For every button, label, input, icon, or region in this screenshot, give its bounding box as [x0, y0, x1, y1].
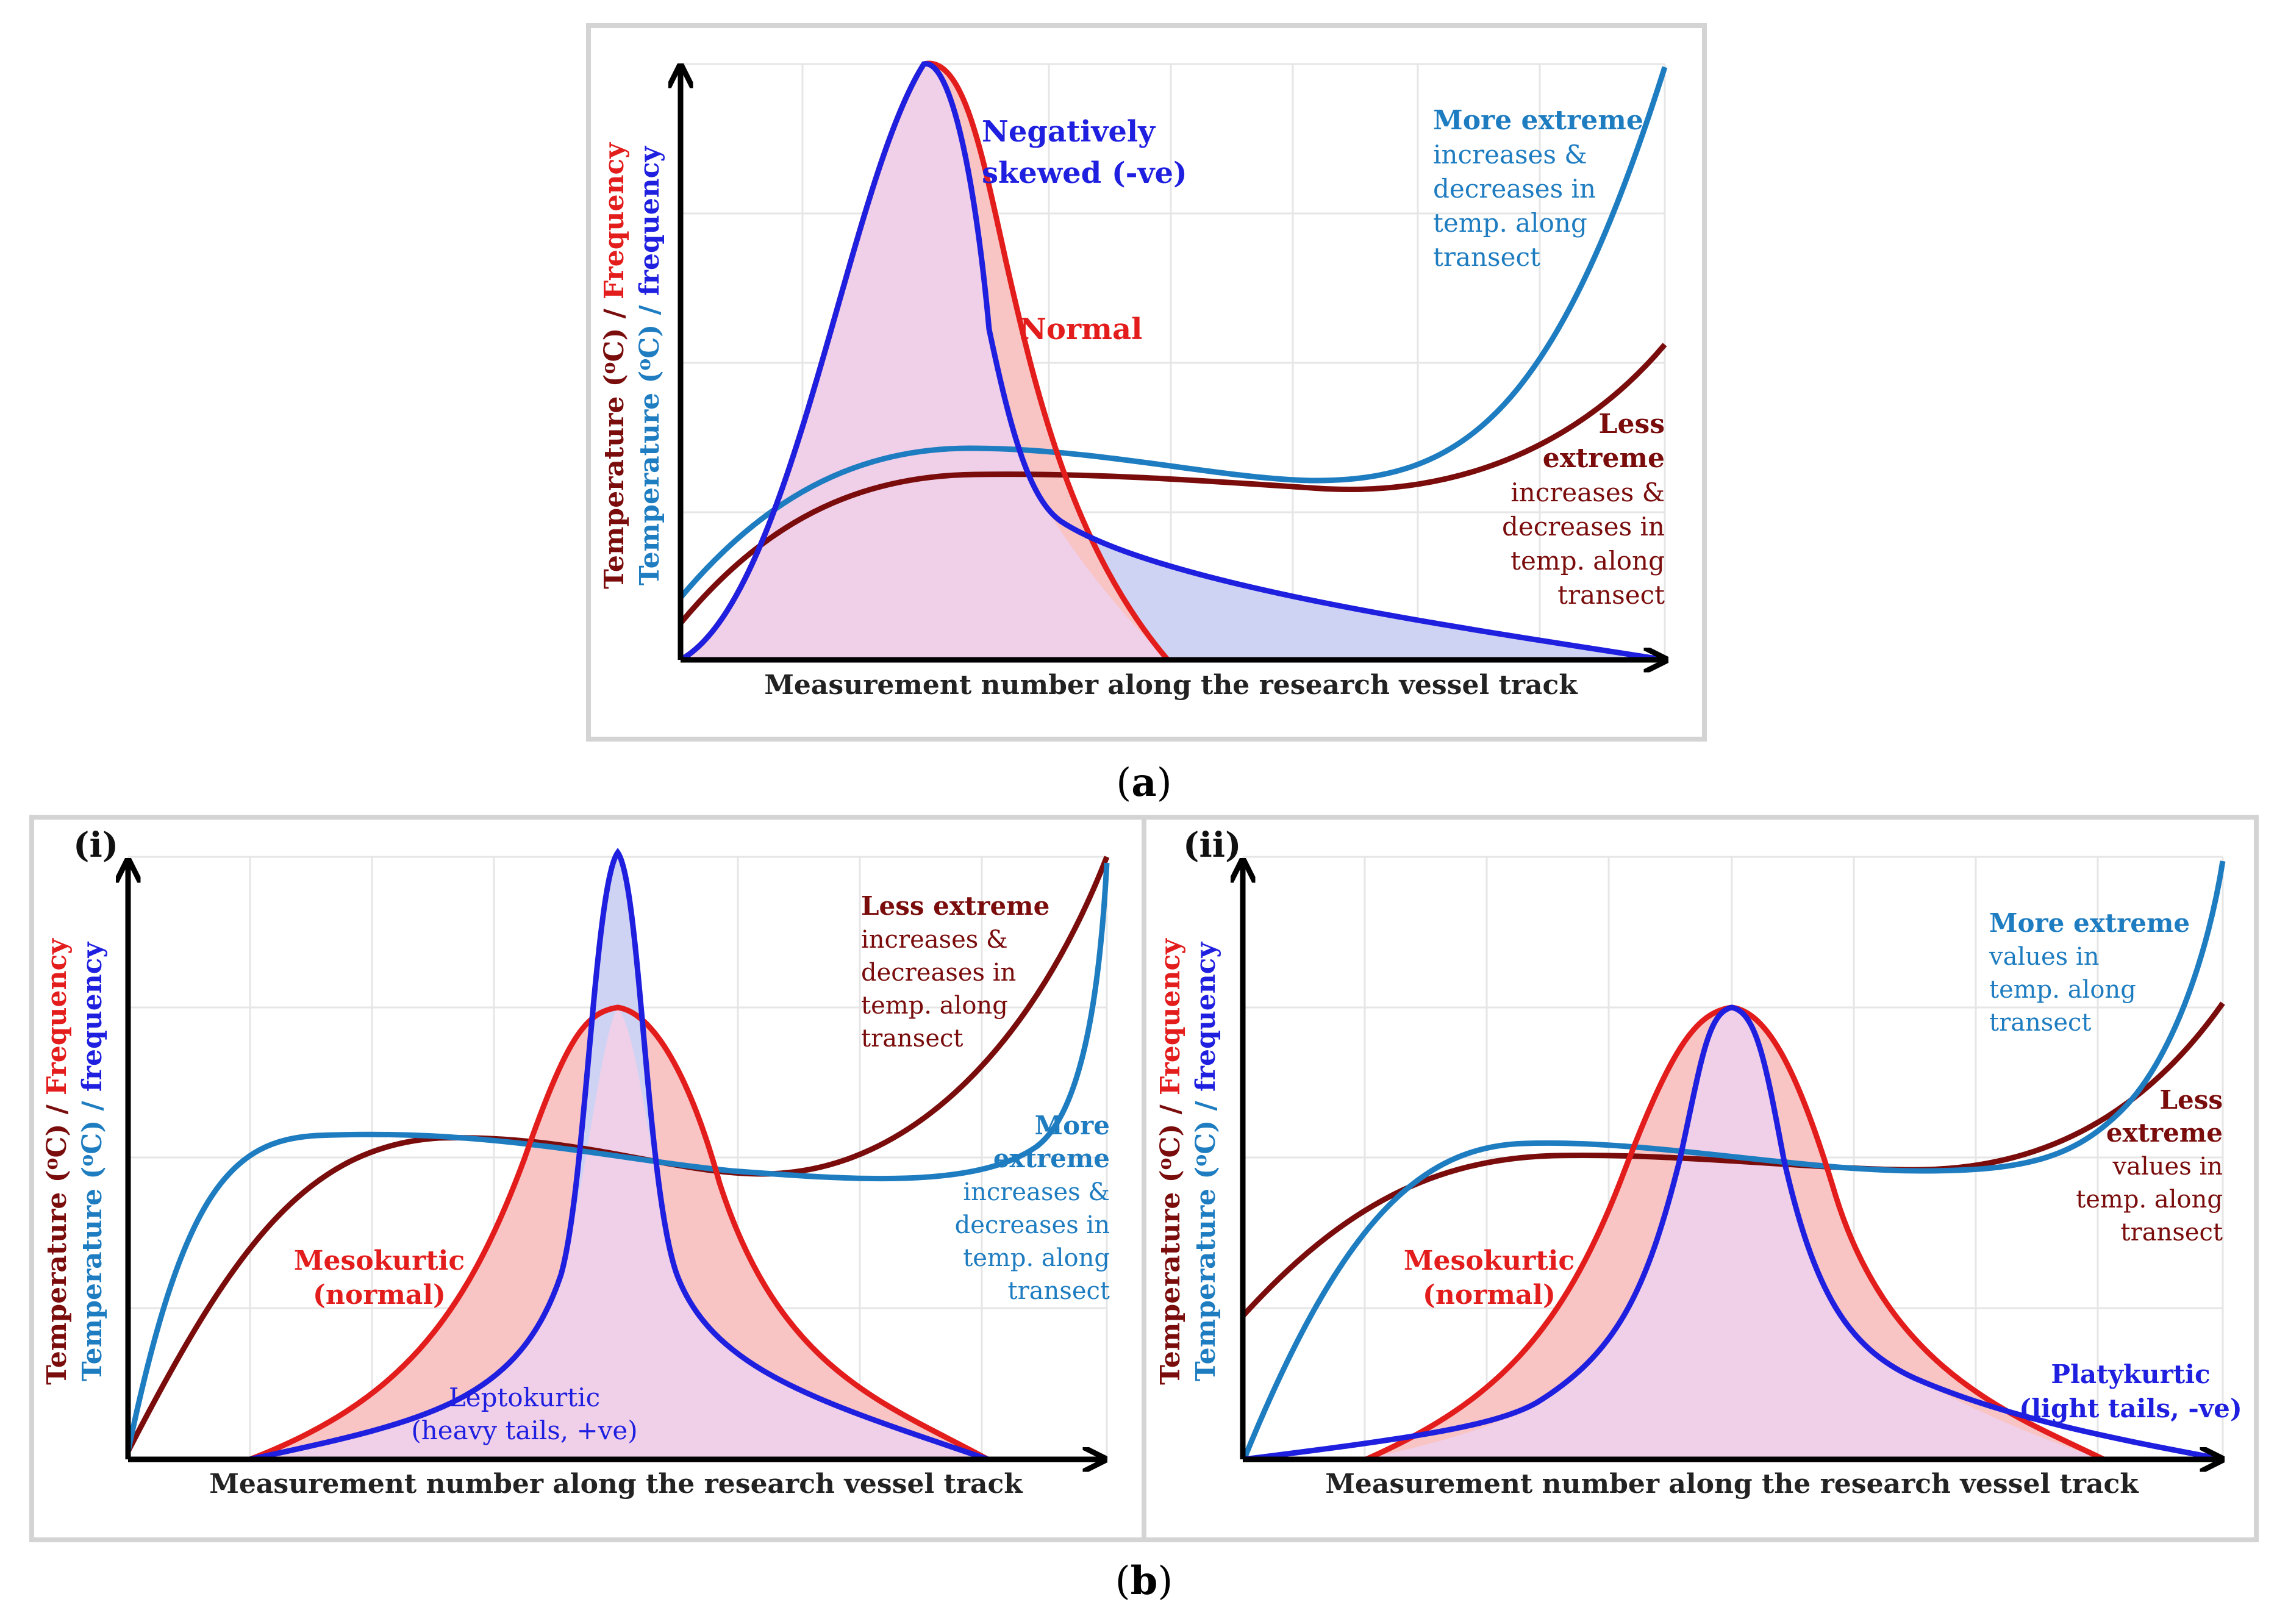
- panel-b-i-less-l4: transect: [861, 1025, 963, 1053]
- panel-b-ii-ylabel-1: Temperature (oC) / Frequency: [1154, 938, 1186, 1385]
- panel-b-i-ylabel-1: Temperature (oC) / Frequency: [41, 938, 73, 1385]
- panel-b-ii-less-title1: Less: [2159, 1085, 2223, 1115]
- panel-a-less-l1: increases &: [1510, 478, 1665, 507]
- panel-b-i-more-title1: More: [1035, 1111, 1110, 1140]
- caption-a: (a): [1116, 760, 1171, 806]
- panel-b-ii-platy-curve: [1243, 1004, 2223, 1462]
- panel-a-ylabel-2: Temperature (oC) / frequency: [634, 146, 665, 586]
- panel-b-i-more-l3: temp. along: [963, 1244, 1110, 1272]
- panel-a-less-title2: extreme: [1543, 443, 1665, 474]
- panel-b-ii-more-title: More extreme: [1989, 908, 2190, 938]
- panel-b-ii-more-l3: transect: [1989, 1009, 2091, 1037]
- panel-a-more-extreme-curve: [678, 66, 1668, 599]
- panel-b-ii-more-extreme-curve: [1241, 860, 2226, 1461]
- panel-a-xlabel: Measurement number along the research ve…: [764, 670, 1578, 701]
- panel-b-ii-meso2: (normal): [1423, 1279, 1556, 1311]
- panel-b-i-less-l3: temp. along: [861, 992, 1008, 1020]
- panel-b-ii-ylabel-2: Temperature (oC) / frequency: [1190, 942, 1221, 1382]
- panel-a-more-l4: transect: [1433, 242, 1540, 272]
- panel-a-less-title1: Less: [1599, 409, 1665, 440]
- panel-b-i-meso-curve: [249, 1004, 990, 1462]
- panel-b-i-meso2: (normal): [313, 1279, 446, 1311]
- panel-b-i-lepto2: (heavy tails, +ve): [411, 1415, 637, 1445]
- panel-b-i-lepto1: Leptokurtic: [449, 1383, 600, 1412]
- panel-b-i: (i) Temperature (oC) / Frequency Tempera…: [29, 815, 2259, 1542]
- panel-a-less-l3: temp. along: [1510, 546, 1665, 576]
- panel-b-ii-xlabel: Measurement number along the research ve…: [1325, 1468, 2139, 1500]
- panel-a-more-l1: increases &: [1433, 140, 1587, 170]
- panel-a-less-l4: transect: [1557, 580, 1665, 610]
- panel-b-i-more-l2: decreases in: [955, 1211, 1110, 1239]
- panel-b-ii-overlap-fill: [1366, 1007, 2104, 1459]
- panel-b-i-more-title2: extreme: [993, 1143, 1110, 1173]
- panel-b-ii: (ii) Temperature (oC) / Frequency Temper…: [1154, 825, 2242, 1500]
- panel-a: Temperature (oC) / Frequency Temperature…: [586, 23, 1707, 806]
- panel-b-i-xlabel: Measurement number along the research ve…: [209, 1468, 1023, 1500]
- panel-b-i-meso1: Mesokurtic: [294, 1245, 465, 1276]
- panel-b-ii-meso1: Mesokurtic: [1404, 1245, 1575, 1276]
- panel-b-ii-tag: (ii): [1183, 825, 1242, 865]
- panel-b-i-overlap-fill: [250, 1007, 988, 1459]
- panel-a-less-l2: decreases in: [1502, 512, 1665, 542]
- caption-b: (b): [1115, 1558, 1173, 1604]
- panel-a-more-title: More extreme: [1433, 105, 1643, 136]
- panel-b-i-less-l2: decreases in: [861, 959, 1016, 987]
- panel-b-i-tag: (i): [73, 825, 118, 865]
- panel-b-i-more-extreme-curve: [125, 862, 1110, 1452]
- panel-b-ii-less-title2: extreme: [2106, 1118, 2223, 1148]
- panel-b-ii-less-l2: temp. along: [2076, 1186, 2223, 1214]
- panel-b-ii-more-l1: values in: [1989, 943, 2099, 971]
- panel-b-i-ylabel-2: Temperature (oC) / frequency: [76, 942, 108, 1382]
- panel-a-more-l3: temp. along: [1433, 208, 1587, 238]
- panel-a-negskew-2: skewed (-ve): [982, 156, 1187, 190]
- panel-b-ii-platy1: Platykurtic: [2051, 1359, 2210, 1389]
- panel-b-i-lepto-curve: [249, 848, 989, 1462]
- panel-b-i-more-l1: increases &: [963, 1178, 1110, 1206]
- panel-b-ii-less-l1: values in: [2112, 1153, 2223, 1181]
- panel-b-i-more-l4: transect: [1008, 1277, 1110, 1305]
- panel-a-skewed-curve: [679, 61, 1665, 663]
- panel-a-more-l2: decreases in: [1433, 174, 1596, 204]
- panel-a-normal-label: Normal: [1020, 312, 1142, 346]
- panel-a-less-extreme-curve: [678, 343, 1667, 625]
- panel-b-i-less-title: Less extreme: [861, 891, 1049, 921]
- panel-b-ii-less-extreme-curve: [1240, 1001, 2225, 1318]
- panel-a-overlap-fill: [681, 63, 1168, 660]
- panel-b-ii-less-l3: transect: [2121, 1218, 2223, 1247]
- panel-b-ii-more-l2: temp. along: [1989, 976, 2136, 1004]
- panel-b-i-less-l1: increases &: [861, 926, 1008, 954]
- panel-a-negskew-1: Negatively: [982, 115, 1156, 149]
- panel-a-ylabel-1: Temperature (oC) / Frequency: [598, 142, 630, 589]
- panel-b-ii-platy2: (light tails, -ve): [2019, 1393, 2242, 1423]
